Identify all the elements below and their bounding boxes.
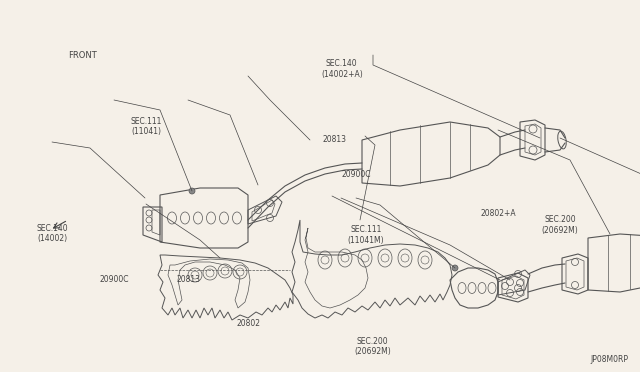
Text: 20802+A: 20802+A <box>480 209 516 218</box>
Text: 20802: 20802 <box>236 319 260 328</box>
Text: 20900C: 20900C <box>341 170 371 179</box>
Circle shape <box>452 265 458 271</box>
Text: FRONT: FRONT <box>68 51 97 60</box>
Text: SEC.111
(11041): SEC.111 (11041) <box>130 117 162 136</box>
Text: SEC.200
(20692M): SEC.200 (20692M) <box>354 337 391 356</box>
Text: SEC.111
(11041M): SEC.111 (11041M) <box>348 225 385 245</box>
Text: SEC.140
(14002+A): SEC.140 (14002+A) <box>321 59 363 78</box>
Circle shape <box>189 188 195 194</box>
Text: JP08M0RP: JP08M0RP <box>590 355 628 364</box>
Text: SEC.200
(20692M): SEC.200 (20692M) <box>541 215 579 235</box>
Text: 20900C: 20900C <box>99 275 129 284</box>
Text: SEC.140
(14002): SEC.140 (14002) <box>36 224 68 243</box>
Text: 20813: 20813 <box>176 275 200 284</box>
Text: 20813: 20813 <box>322 135 346 144</box>
